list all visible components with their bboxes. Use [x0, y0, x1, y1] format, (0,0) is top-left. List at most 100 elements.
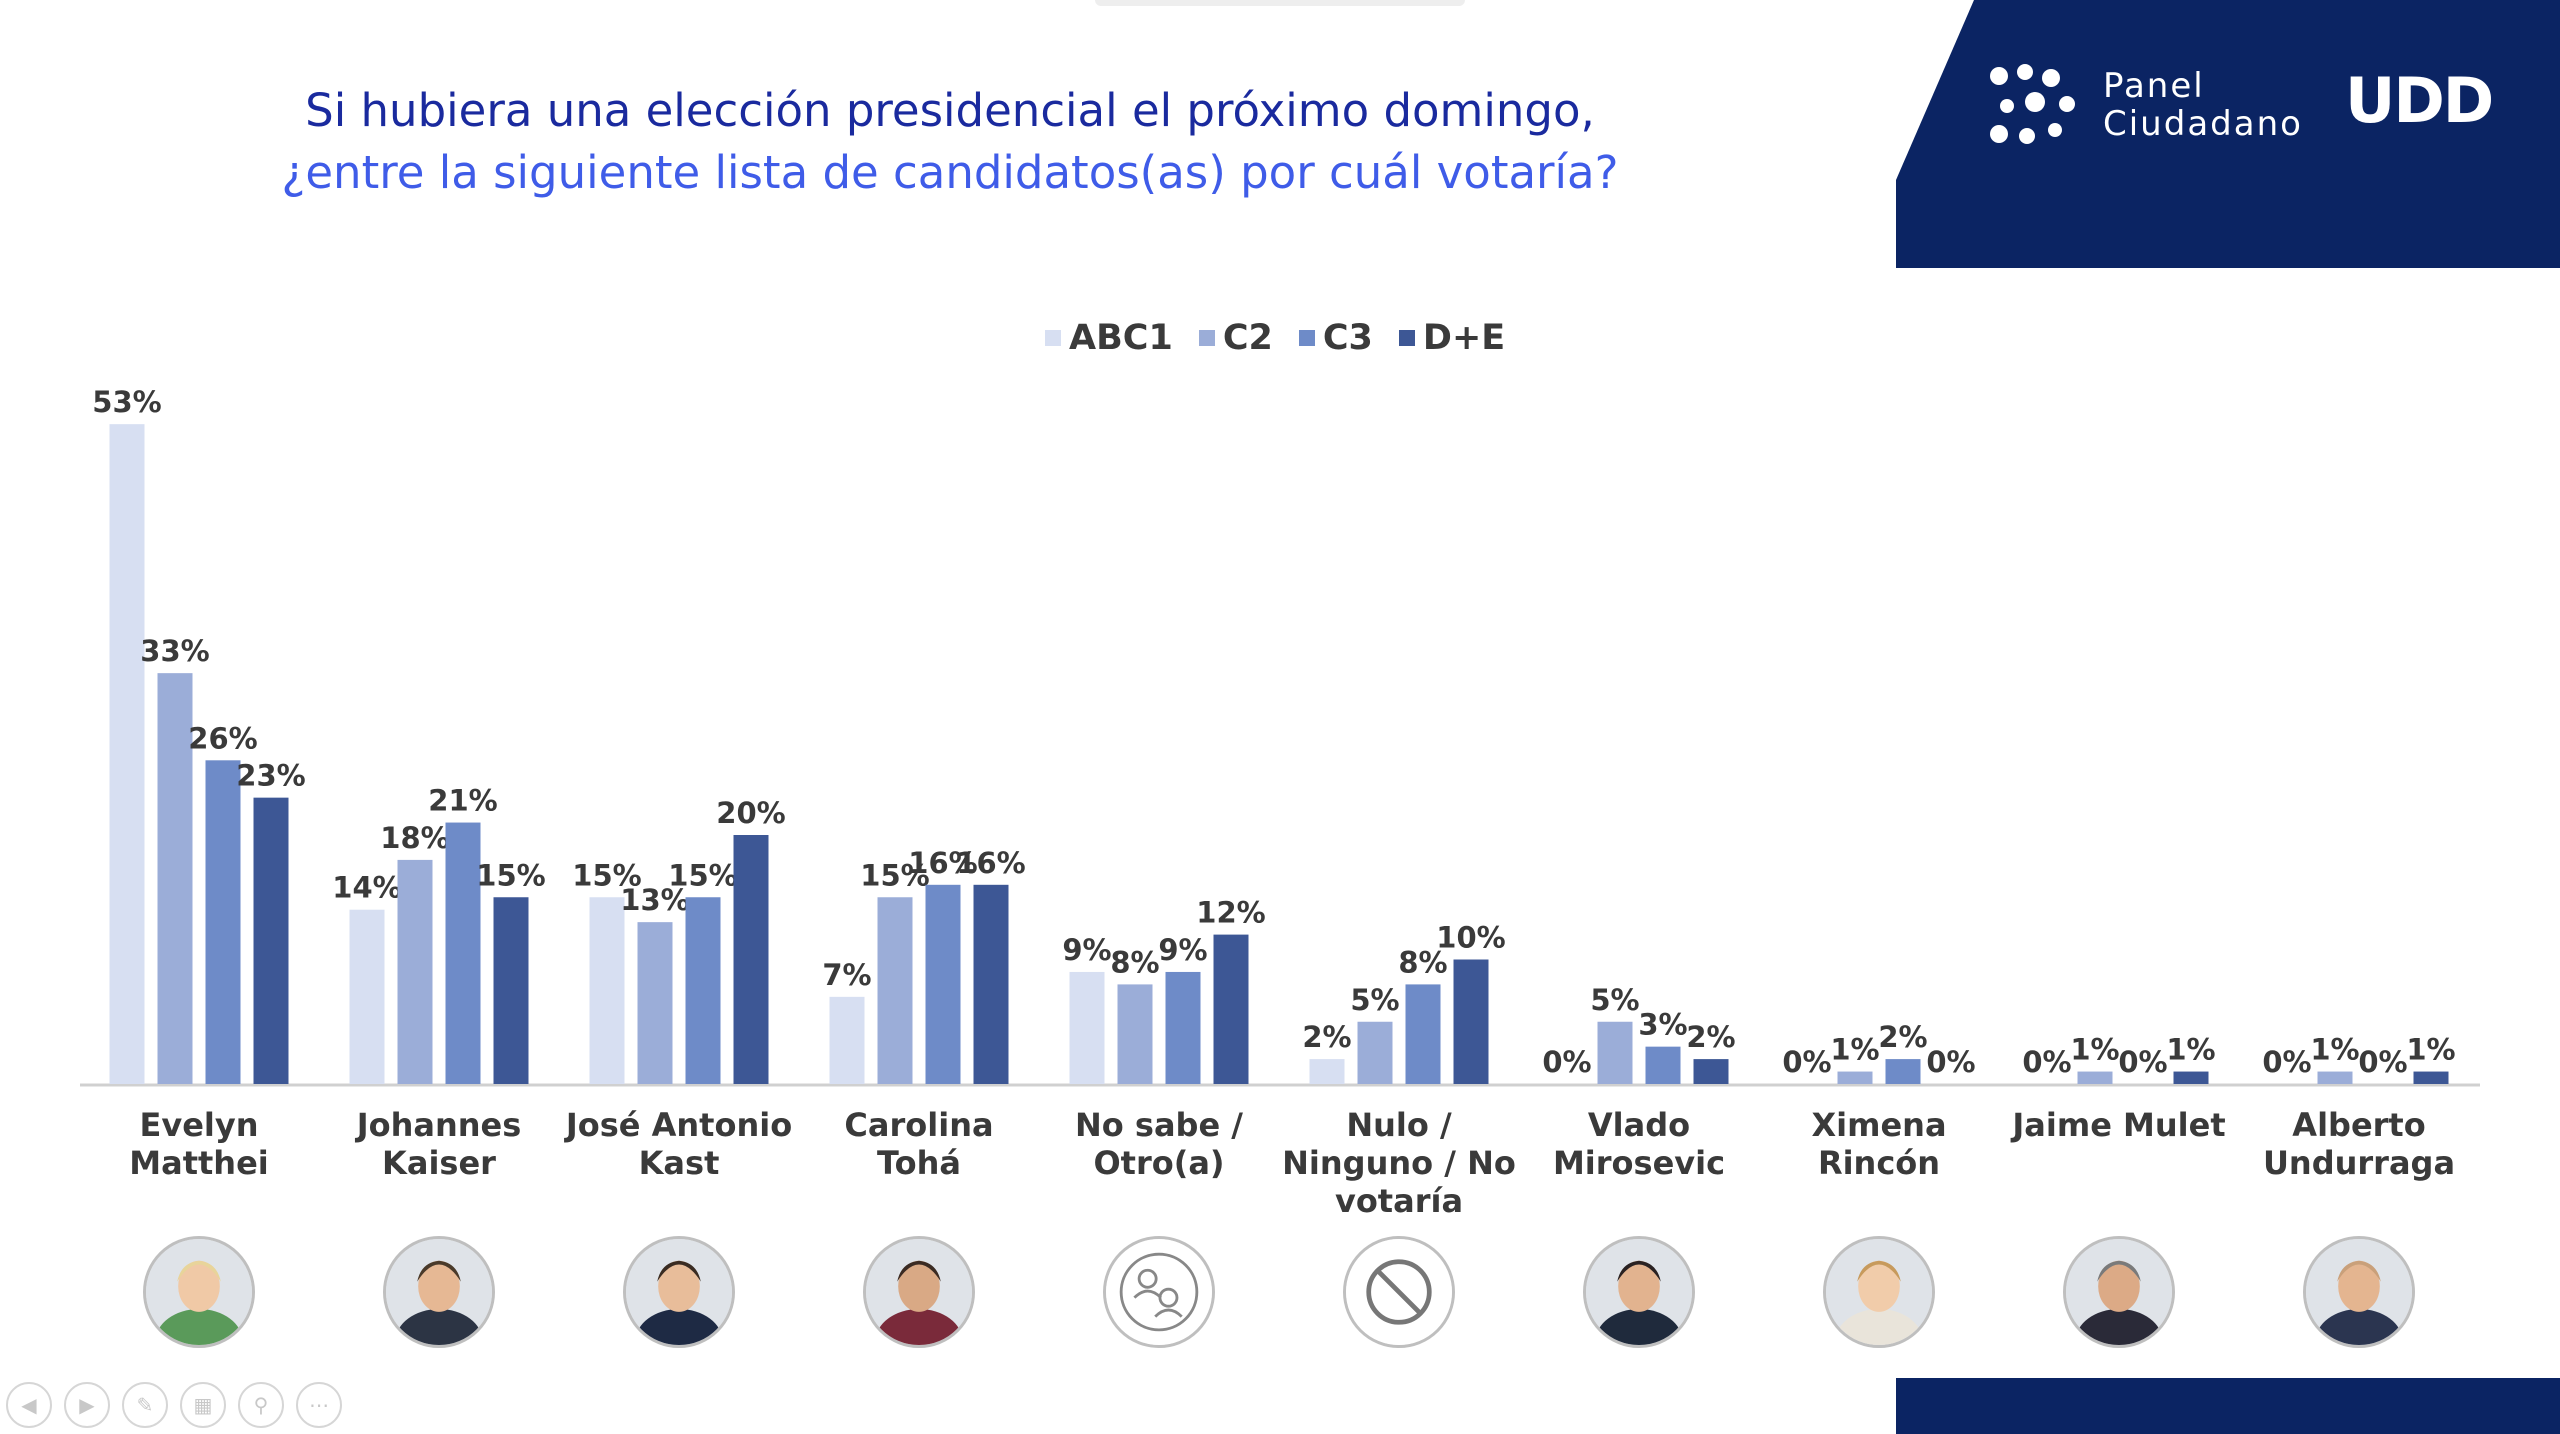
bar-c3-3 [925, 884, 961, 1084]
data-label: 0% [1542, 1045, 1591, 1079]
bar-dee-4 [1213, 934, 1249, 1084]
data-label: 15% [572, 858, 641, 892]
legend-swatch [1298, 330, 1315, 346]
bar-dee-9 [2413, 1071, 2449, 1084]
data-label: 1% [2070, 1033, 2119, 1067]
users-icon [1106, 1239, 1212, 1345]
bar-dee-2 [733, 835, 769, 1084]
data-label: 5% [1590, 983, 1639, 1017]
category-label-line: Undurraga [2262, 1144, 2456, 1182]
category-label-line: Vlado [1587, 1106, 1691, 1144]
data-label: 2% [1686, 1020, 1735, 1054]
data-label: 8% [1110, 945, 1159, 979]
data-label: 15% [860, 858, 929, 892]
category-label: Jaime Mulet [1999, 1106, 2239, 1144]
bar-abc1-5 [1309, 1059, 1345, 1084]
chart-title: Si hubiera una elección presidencial el … [305, 84, 1595, 137]
bar-abc1-0 [109, 424, 145, 1084]
zoom-icon[interactable]: ⚲ [238, 1382, 284, 1428]
category-label: Johannes Kaiser [319, 1106, 559, 1182]
category-label-line: Nulo / [1346, 1106, 1452, 1144]
category-label: Carolina Tohá [799, 1106, 1039, 1182]
data-label: 12% [1196, 896, 1265, 930]
data-label: 16% [956, 846, 1025, 880]
data-label: 0% [2118, 1045, 2167, 1079]
data-label: 15% [668, 858, 737, 892]
legend-item-0: ABC1 [1045, 318, 1173, 358]
data-label: 16% [908, 846, 977, 880]
presentation-toolbar: ◀ ▶ ✎ ▦ ⚲ ⋯ [6, 1382, 342, 1428]
bar-c3-7 [1885, 1059, 1921, 1084]
legend-item-2: C3 [1298, 318, 1373, 358]
bar-dee-8 [2173, 1071, 2209, 1084]
data-label: 1% [2166, 1033, 2215, 1067]
logo-text-ciudadano: Ciudadano [2103, 104, 2303, 144]
bar-abc1-2 [589, 897, 625, 1084]
data-label: 0% [2358, 1045, 2407, 1079]
top-handle [1095, 0, 1465, 6]
person-photo-icon [2306, 1239, 2412, 1345]
category-label-line: Otro(a) [1093, 1144, 1225, 1182]
bar-dee-3 [973, 884, 1009, 1084]
legend-label: D+E [1422, 318, 1506, 358]
person-photo-icon [146, 1239, 252, 1345]
person-photo-icon [626, 1239, 732, 1345]
candidate-photo [143, 1236, 255, 1348]
data-label: 9% [1158, 933, 1207, 967]
data-label: 1% [2406, 1033, 2455, 1067]
data-label: 15% [476, 858, 545, 892]
bar-c3-4 [1165, 971, 1201, 1084]
data-label: 3% [1638, 1008, 1687, 1042]
data-label: 53% [92, 385, 161, 419]
data-label: 26% [188, 721, 257, 755]
data-label: 8% [1398, 945, 1447, 979]
data-label: 1% [1830, 1033, 1879, 1067]
data-label: 13% [620, 883, 689, 917]
bar-c3-1 [445, 822, 481, 1084]
forward-icon[interactable]: ▶ [64, 1382, 110, 1428]
bar-c2-4 [1117, 984, 1153, 1084]
category-label-line: Ninguno / No [1282, 1144, 1516, 1182]
candidate-photo [383, 1236, 495, 1348]
bar-c2-9 [2317, 1071, 2353, 1084]
bar-chart: 53%33%26%23%14%18%21%15% 15%13%15%20%7%15… [80, 385, 2480, 1087]
bar-abc1-3 [829, 996, 865, 1084]
category-label-line: Kast [638, 1144, 720, 1182]
bar-c2-5 [1357, 1021, 1393, 1084]
back-icon[interactable]: ◀ [6, 1382, 52, 1428]
prohibited-icon [1343, 1236, 1455, 1348]
legend-swatch [1045, 330, 1061, 346]
category-label-line: Johannes [356, 1106, 522, 1144]
data-label: 18% [380, 821, 449, 855]
category-label: José Antonio Kast [559, 1106, 799, 1182]
candidate-photo [2063, 1236, 2175, 1348]
bar-c2-6 [1597, 1021, 1633, 1084]
category-label: Evelyn Matthei [79, 1106, 319, 1182]
category-label: Alberto Undurraga [2239, 1106, 2479, 1182]
category-label-line: Rincón [1817, 1144, 1941, 1182]
data-label: 10% [1436, 921, 1505, 955]
legend-label: C2 [1222, 318, 1273, 358]
category-label-line: No sabe / [1075, 1106, 1243, 1144]
data-label: 2% [1878, 1020, 1927, 1054]
bar-c2-1 [397, 859, 433, 1084]
bar-dee-0 [253, 797, 289, 1084]
candidate-photo [623, 1236, 735, 1348]
data-label: 1% [2310, 1033, 2359, 1067]
data-label: 0% [1926, 1045, 1975, 1079]
data-label: 7% [822, 958, 871, 992]
chart-subtitle: ¿entre la siguiente lista de candidatos(… [281, 146, 1619, 199]
bar-dee-1 [493, 897, 529, 1084]
bar-c2-2 [637, 922, 673, 1084]
data-label: 0% [2262, 1045, 2311, 1079]
category-label-line: Mirosevic [1552, 1144, 1726, 1182]
slides-icon[interactable]: ▦ [180, 1382, 226, 1428]
bar-c3-2 [685, 897, 721, 1084]
data-label: 0% [2022, 1045, 2071, 1079]
legend-label: ABC1 [1069, 318, 1173, 358]
person-photo-icon [1826, 1239, 1932, 1345]
more-icon[interactable]: ⋯ [296, 1382, 342, 1428]
category-label: Nulo / Ninguno / No votaría [1279, 1106, 1519, 1220]
category-label-line: Evelyn [139, 1106, 259, 1144]
pen-icon[interactable]: ✎ [122, 1382, 168, 1428]
